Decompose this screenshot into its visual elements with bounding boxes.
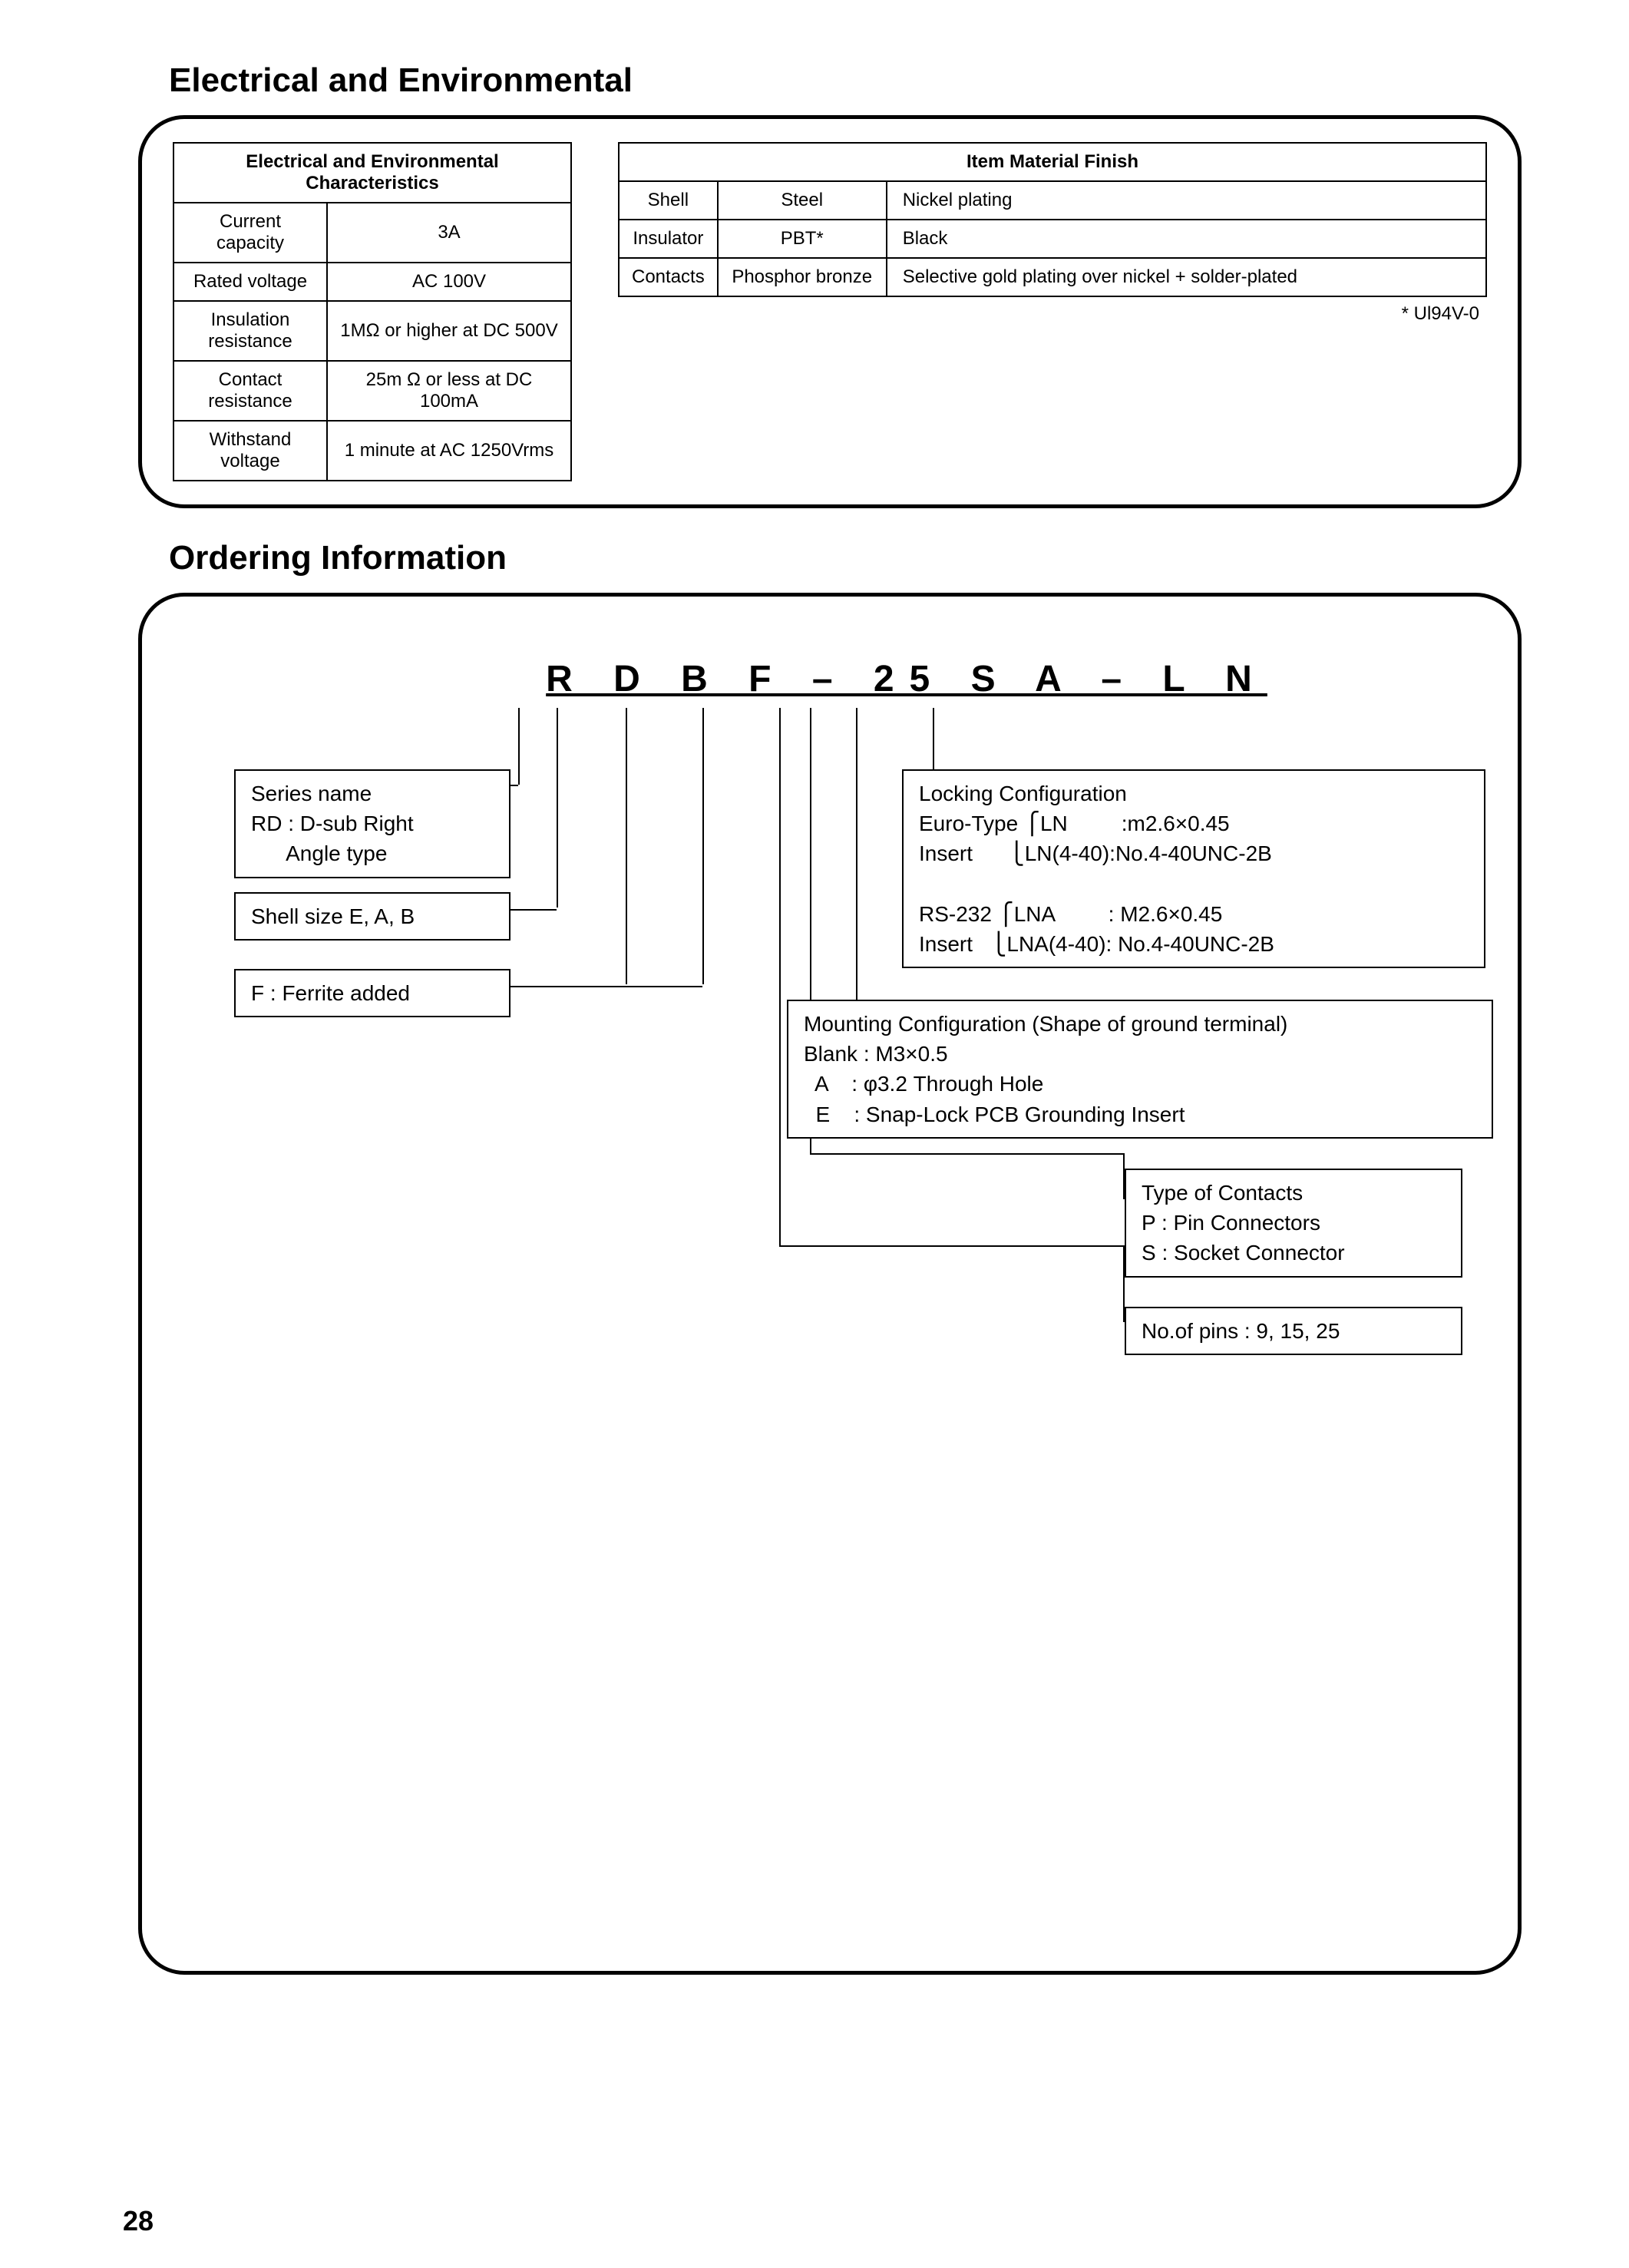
char-row-1-value: AC 100V: [327, 263, 571, 301]
box-pins: No.of pins : 9, 15, 25: [1125, 1307, 1462, 1355]
char-row-1-label: Rated voltage: [173, 263, 327, 301]
char-row-3-label: Contact resistance: [173, 361, 327, 421]
ordering-diagram: Series name RD : D-sub Right Angle type …: [188, 708, 1472, 1476]
box-shell: Shell size E, A, B: [234, 892, 511, 941]
mat-row-1-finish: Black: [887, 220, 1486, 258]
mat-row-2-item: Contacts: [619, 258, 718, 296]
char-table-header: Electrical and Environmental Characteris…: [173, 143, 571, 203]
mat-row-0-item: Shell: [619, 181, 718, 220]
box-mounting-text: Mounting Configuration (Shape of ground …: [804, 1009, 1476, 1129]
char-row-2-value: 1MΩ or higher at DC 500V: [327, 301, 571, 361]
box-mounting: Mounting Configuration (Shape of ground …: [787, 1000, 1493, 1139]
ordering-frame: R D B F – 25 S A – L N Series name RD : …: [138, 593, 1522, 1975]
mat-row-0-material: Steel: [718, 181, 887, 220]
electrical-frame: Electrical and Environmental Characteris…: [138, 115, 1522, 508]
section-1-title: Electrical and Environmental: [169, 61, 1583, 100]
box-series-text: Series name RD : D-sub Right Angle type: [251, 779, 494, 869]
material-footnote: * Ul94V-0: [618, 303, 1479, 325]
box-locking-text: Locking Configuration Euro-Type ⎧LN :m2.…: [919, 779, 1469, 959]
char-row-0-label: Current capacity: [173, 203, 327, 263]
mat-row-1-item: Insulator: [619, 220, 718, 258]
box-series: Series name RD : D-sub Right Angle type: [234, 769, 511, 878]
mat-row-2-material: Phosphor bronze: [718, 258, 887, 296]
box-locking: Locking Configuration Euro-Type ⎧LN :m2.…: [902, 769, 1485, 968]
material-table: Item Material Finish Shell Steel Nickel …: [618, 142, 1487, 297]
char-row-4-value: 1 minute at AC 1250Vrms: [327, 421, 571, 481]
page-number: 28: [123, 2205, 1583, 2237]
box-ferrite: F : Ferrite added: [234, 969, 511, 1017]
characteristics-table: Electrical and Environmental Characteris…: [173, 142, 572, 481]
char-row-4-label: Withstand voltage: [173, 421, 327, 481]
section-2-title: Ordering Information: [169, 539, 1583, 577]
material-table-header: Item Material Finish: [619, 143, 1486, 181]
box-contacts: Type of Contacts P : Pin Connectors S : …: [1125, 1169, 1462, 1278]
mat-row-0-finish: Nickel plating: [887, 181, 1486, 220]
char-row-2-label: Insulation resistance: [173, 301, 327, 361]
mat-row-2-finish: Selective gold plating over nickel + sol…: [887, 258, 1486, 296]
mat-row-1-material: PBT*: [718, 220, 887, 258]
char-row-3-value: 25m Ω or less at DC 100mA: [327, 361, 571, 421]
box-contacts-text: Type of Contacts P : Pin Connectors S : …: [1142, 1178, 1446, 1268]
char-row-0-value: 3A: [327, 203, 571, 263]
part-number-code: R D B F – 25 S A – L N: [342, 658, 1472, 700]
